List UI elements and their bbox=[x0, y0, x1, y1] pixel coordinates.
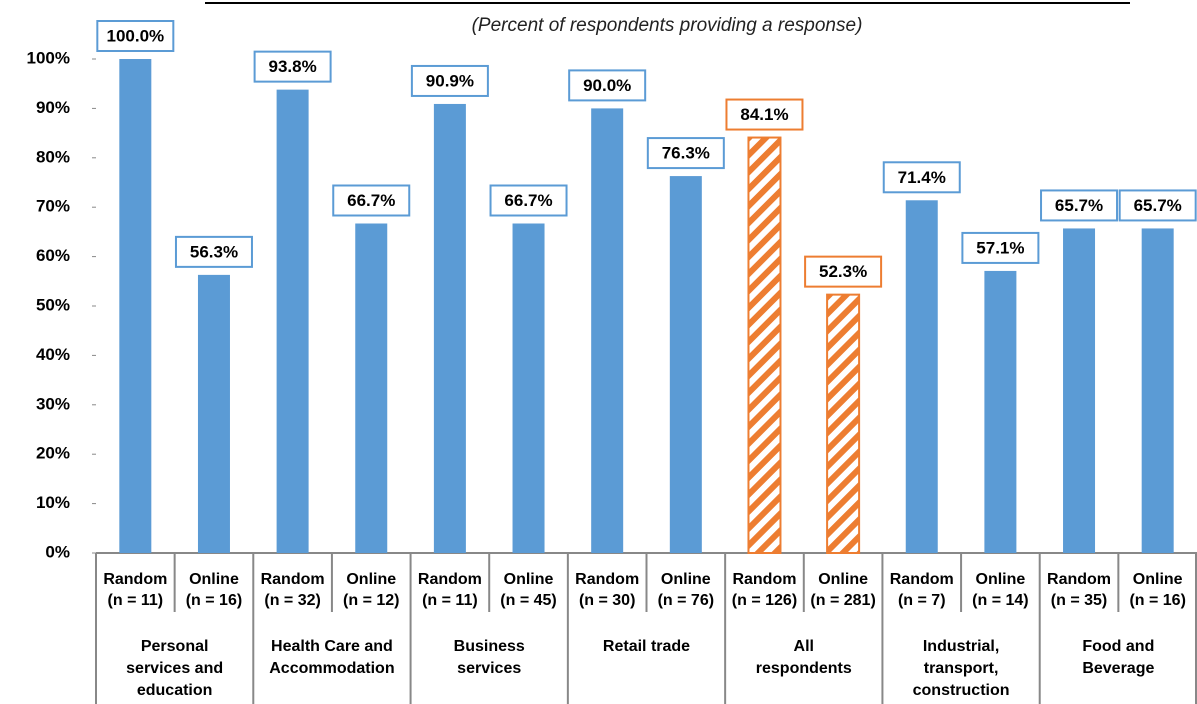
value-label: 93.8% bbox=[269, 57, 317, 76]
chart-subtitle: (Percent of respondents providing a resp… bbox=[472, 15, 863, 36]
value-label-box bbox=[332, 184, 411, 217]
x-tick-label: Online bbox=[661, 571, 711, 588]
bar bbox=[197, 274, 230, 553]
value-label-box bbox=[253, 50, 332, 83]
group-label: services bbox=[457, 660, 521, 677]
sample-size-label: (n = 14) bbox=[972, 592, 1028, 609]
group-label: construction bbox=[913, 682, 1010, 699]
bar bbox=[1141, 228, 1174, 553]
value-label-box bbox=[804, 255, 883, 288]
group-label: Accommodation bbox=[269, 660, 394, 677]
group-label: Retail trade bbox=[603, 638, 690, 655]
x-tick-label: Random bbox=[261, 571, 325, 588]
x-tick-label: Random bbox=[575, 571, 639, 588]
y-tick-label: 20% bbox=[36, 444, 70, 463]
value-label-box bbox=[725, 98, 804, 131]
value-label: 56.3% bbox=[190, 242, 238, 261]
value-label-box bbox=[96, 20, 175, 52]
y-tick-label: 0% bbox=[45, 542, 70, 561]
value-label: 90.0% bbox=[583, 76, 631, 95]
x-tick-label: Online bbox=[346, 571, 396, 588]
value-label-box bbox=[882, 161, 961, 194]
y-tick-label: 50% bbox=[36, 295, 70, 314]
bar bbox=[669, 176, 702, 553]
x-tick-label: Random bbox=[1047, 571, 1111, 588]
group-label: respondents bbox=[756, 660, 852, 677]
bar bbox=[591, 108, 624, 554]
value-label-box bbox=[646, 137, 725, 170]
bar bbox=[747, 136, 782, 555]
value-label: 65.7% bbox=[1055, 196, 1103, 215]
bar bbox=[276, 89, 309, 554]
bar bbox=[119, 59, 152, 553]
value-label-box bbox=[961, 231, 1040, 264]
sample-size-label: (n = 11) bbox=[108, 592, 164, 609]
value-label: 84.1% bbox=[740, 105, 788, 124]
sample-size-label: (n = 30) bbox=[579, 592, 635, 609]
group-label: Food and bbox=[1082, 638, 1154, 655]
sample-size-label: (n = 126) bbox=[732, 592, 797, 609]
x-tick-label: Random bbox=[732, 571, 796, 588]
x-tick-label: Online bbox=[976, 571, 1026, 588]
bar bbox=[512, 223, 545, 553]
x-tick-label: Random bbox=[103, 571, 167, 588]
x-tick-label: Random bbox=[890, 571, 954, 588]
y-tick-label: 60% bbox=[36, 246, 70, 265]
group-label: services and bbox=[126, 660, 223, 677]
y-tick-label: 80% bbox=[36, 147, 70, 166]
value-label: 66.7% bbox=[347, 191, 395, 210]
x-tick-label: Online bbox=[818, 571, 868, 588]
value-label-box bbox=[568, 69, 647, 102]
bar bbox=[905, 200, 938, 553]
value-label-box bbox=[410, 64, 489, 97]
sample-size-label: (n = 76) bbox=[658, 592, 714, 609]
y-tick-label: 40% bbox=[36, 345, 70, 364]
group-label: education bbox=[137, 682, 213, 699]
value-label-box bbox=[174, 235, 253, 268]
value-label: 76.3% bbox=[662, 144, 710, 163]
group-label: Beverage bbox=[1082, 660, 1154, 677]
y-tick-label: 100% bbox=[27, 48, 70, 67]
value-label: 100.0% bbox=[106, 26, 164, 45]
bar bbox=[1063, 228, 1096, 553]
value-label: 66.7% bbox=[504, 191, 552, 210]
value-label: 57.1% bbox=[976, 238, 1024, 257]
group-label: Business bbox=[454, 638, 525, 655]
value-label: 71.4% bbox=[898, 168, 946, 187]
value-label: 52.3% bbox=[819, 262, 867, 281]
x-tick-label: Online bbox=[1133, 571, 1183, 588]
y-tick-label: 90% bbox=[36, 98, 70, 117]
bar bbox=[433, 103, 466, 553]
sample-size-label: (n = 12) bbox=[343, 592, 399, 609]
y-tick-label: 70% bbox=[36, 197, 70, 216]
sample-size-label: (n = 45) bbox=[500, 592, 556, 609]
group-label: Personal bbox=[141, 638, 209, 655]
value-label-box bbox=[1040, 189, 1119, 222]
x-tick-label: Random bbox=[418, 571, 482, 588]
group-label: transport, bbox=[924, 660, 999, 677]
value-label: 65.7% bbox=[1134, 196, 1182, 215]
sample-size-label: (n = 35) bbox=[1051, 592, 1107, 609]
sample-size-label: (n = 16) bbox=[186, 592, 242, 609]
sample-size-label: (n = 16) bbox=[1129, 592, 1185, 609]
bar bbox=[984, 270, 1017, 553]
sample-size-label: (n = 11) bbox=[422, 592, 478, 609]
group-label: Industrial, bbox=[923, 638, 999, 655]
value-label-box bbox=[1118, 189, 1197, 222]
x-tick-label: Online bbox=[504, 571, 554, 588]
x-tick-label: Online bbox=[189, 571, 239, 588]
bar bbox=[355, 223, 388, 553]
y-tick-label: 30% bbox=[36, 394, 70, 413]
sample-size-label: (n = 7) bbox=[898, 592, 946, 609]
bar bbox=[826, 293, 861, 554]
sample-size-label: (n = 32) bbox=[264, 592, 320, 609]
group-label: All bbox=[794, 638, 814, 655]
group-label: Health Care and bbox=[271, 638, 393, 655]
value-label-box bbox=[489, 184, 568, 217]
sample-size-label: (n = 281) bbox=[810, 592, 875, 609]
value-label: 90.9% bbox=[426, 71, 474, 90]
y-tick-label: 10% bbox=[36, 493, 70, 512]
